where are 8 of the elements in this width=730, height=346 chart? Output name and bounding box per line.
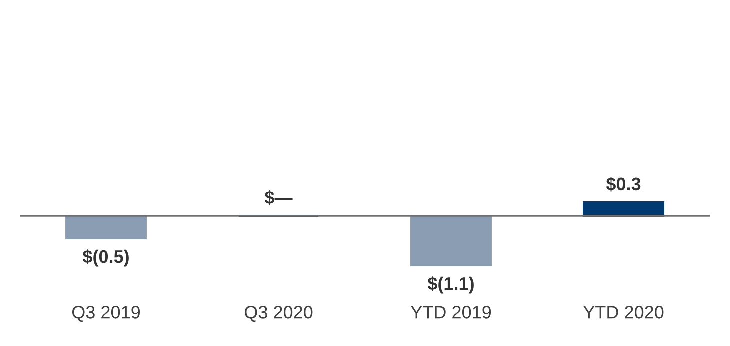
x-tick-label: YTD 2020 [584,306,664,319]
data-label: $(0.5) [82,250,129,267]
data-label: $0.3 [606,177,641,192]
x-tick-label: Q3 2020 [244,306,313,322]
data-label: $(1.1) [428,276,474,294]
data-label: $— [264,190,293,206]
x-tick-label: YTD 2019 [411,306,492,319]
x-tick-label: Q3 2019 [72,306,140,322]
